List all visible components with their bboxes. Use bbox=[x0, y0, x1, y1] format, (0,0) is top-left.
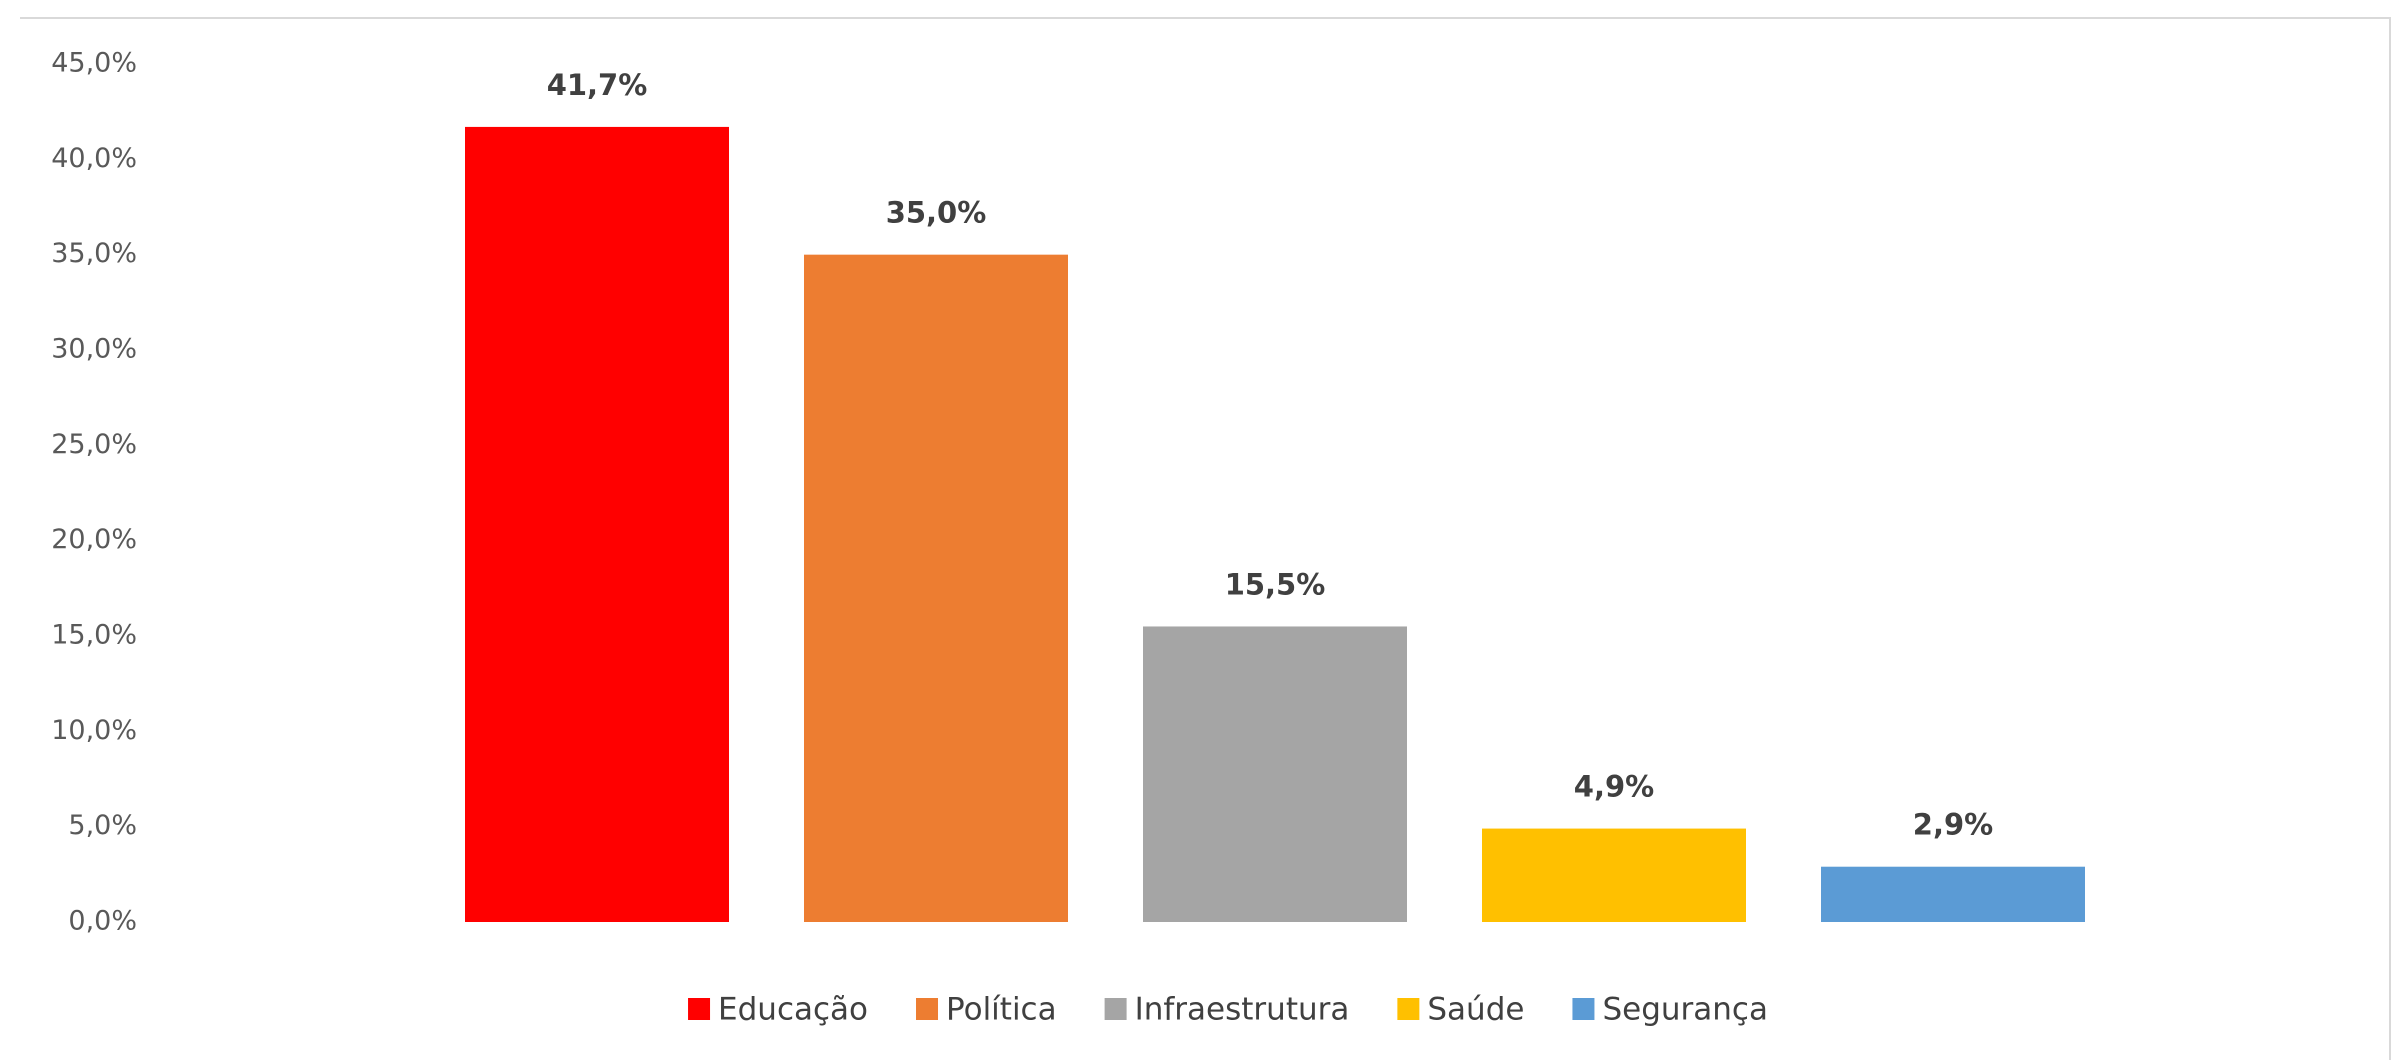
data-label: 41,7% bbox=[547, 68, 648, 102]
chart-border bbox=[20, 17, 2391, 1060]
legend-label: Educação bbox=[718, 992, 868, 1028]
y-tick-label: 5,0% bbox=[68, 810, 137, 841]
legend: Educação Política Infraestrutura Saúde Segur… bbox=[688, 992, 1768, 1028]
legend-label: Saúde bbox=[1427, 992, 1524, 1028]
data-label: 35,0% bbox=[886, 196, 987, 230]
data-label: 4,9% bbox=[1574, 770, 1654, 804]
legend-swatch bbox=[1104, 998, 1127, 1020]
data-label: 2,9% bbox=[1913, 808, 1993, 842]
legend-swatch bbox=[1397, 998, 1420, 1020]
y-tick-label: 30,0% bbox=[51, 334, 137, 365]
legend-swatch bbox=[1572, 998, 1595, 1020]
legend-swatch bbox=[688, 998, 711, 1020]
bar bbox=[465, 126, 729, 923]
bar bbox=[1482, 828, 1746, 922]
legend-label: Segurança bbox=[1602, 992, 1768, 1028]
bar bbox=[1821, 866, 2085, 922]
bar bbox=[1143, 626, 1407, 922]
y-tick-label: 25,0% bbox=[51, 429, 137, 460]
legend-swatch bbox=[916, 998, 939, 1020]
y-tick-label: 0,0% bbox=[68, 906, 137, 937]
bar bbox=[804, 254, 1068, 922]
legend-label: Política bbox=[946, 992, 1057, 1028]
data-label: 15,5% bbox=[1225, 567, 1326, 601]
y-tick-label: 10,0% bbox=[51, 715, 137, 746]
legend-label: Infraestrutura bbox=[1135, 992, 1350, 1028]
y-tick-label: 45,0% bbox=[51, 48, 137, 79]
y-tick-label: 40,0% bbox=[51, 143, 137, 174]
y-tick-label: 15,0% bbox=[51, 620, 137, 651]
y-tick-label: 20,0% bbox=[51, 524, 137, 555]
y-tick-label: 35,0% bbox=[51, 238, 137, 269]
